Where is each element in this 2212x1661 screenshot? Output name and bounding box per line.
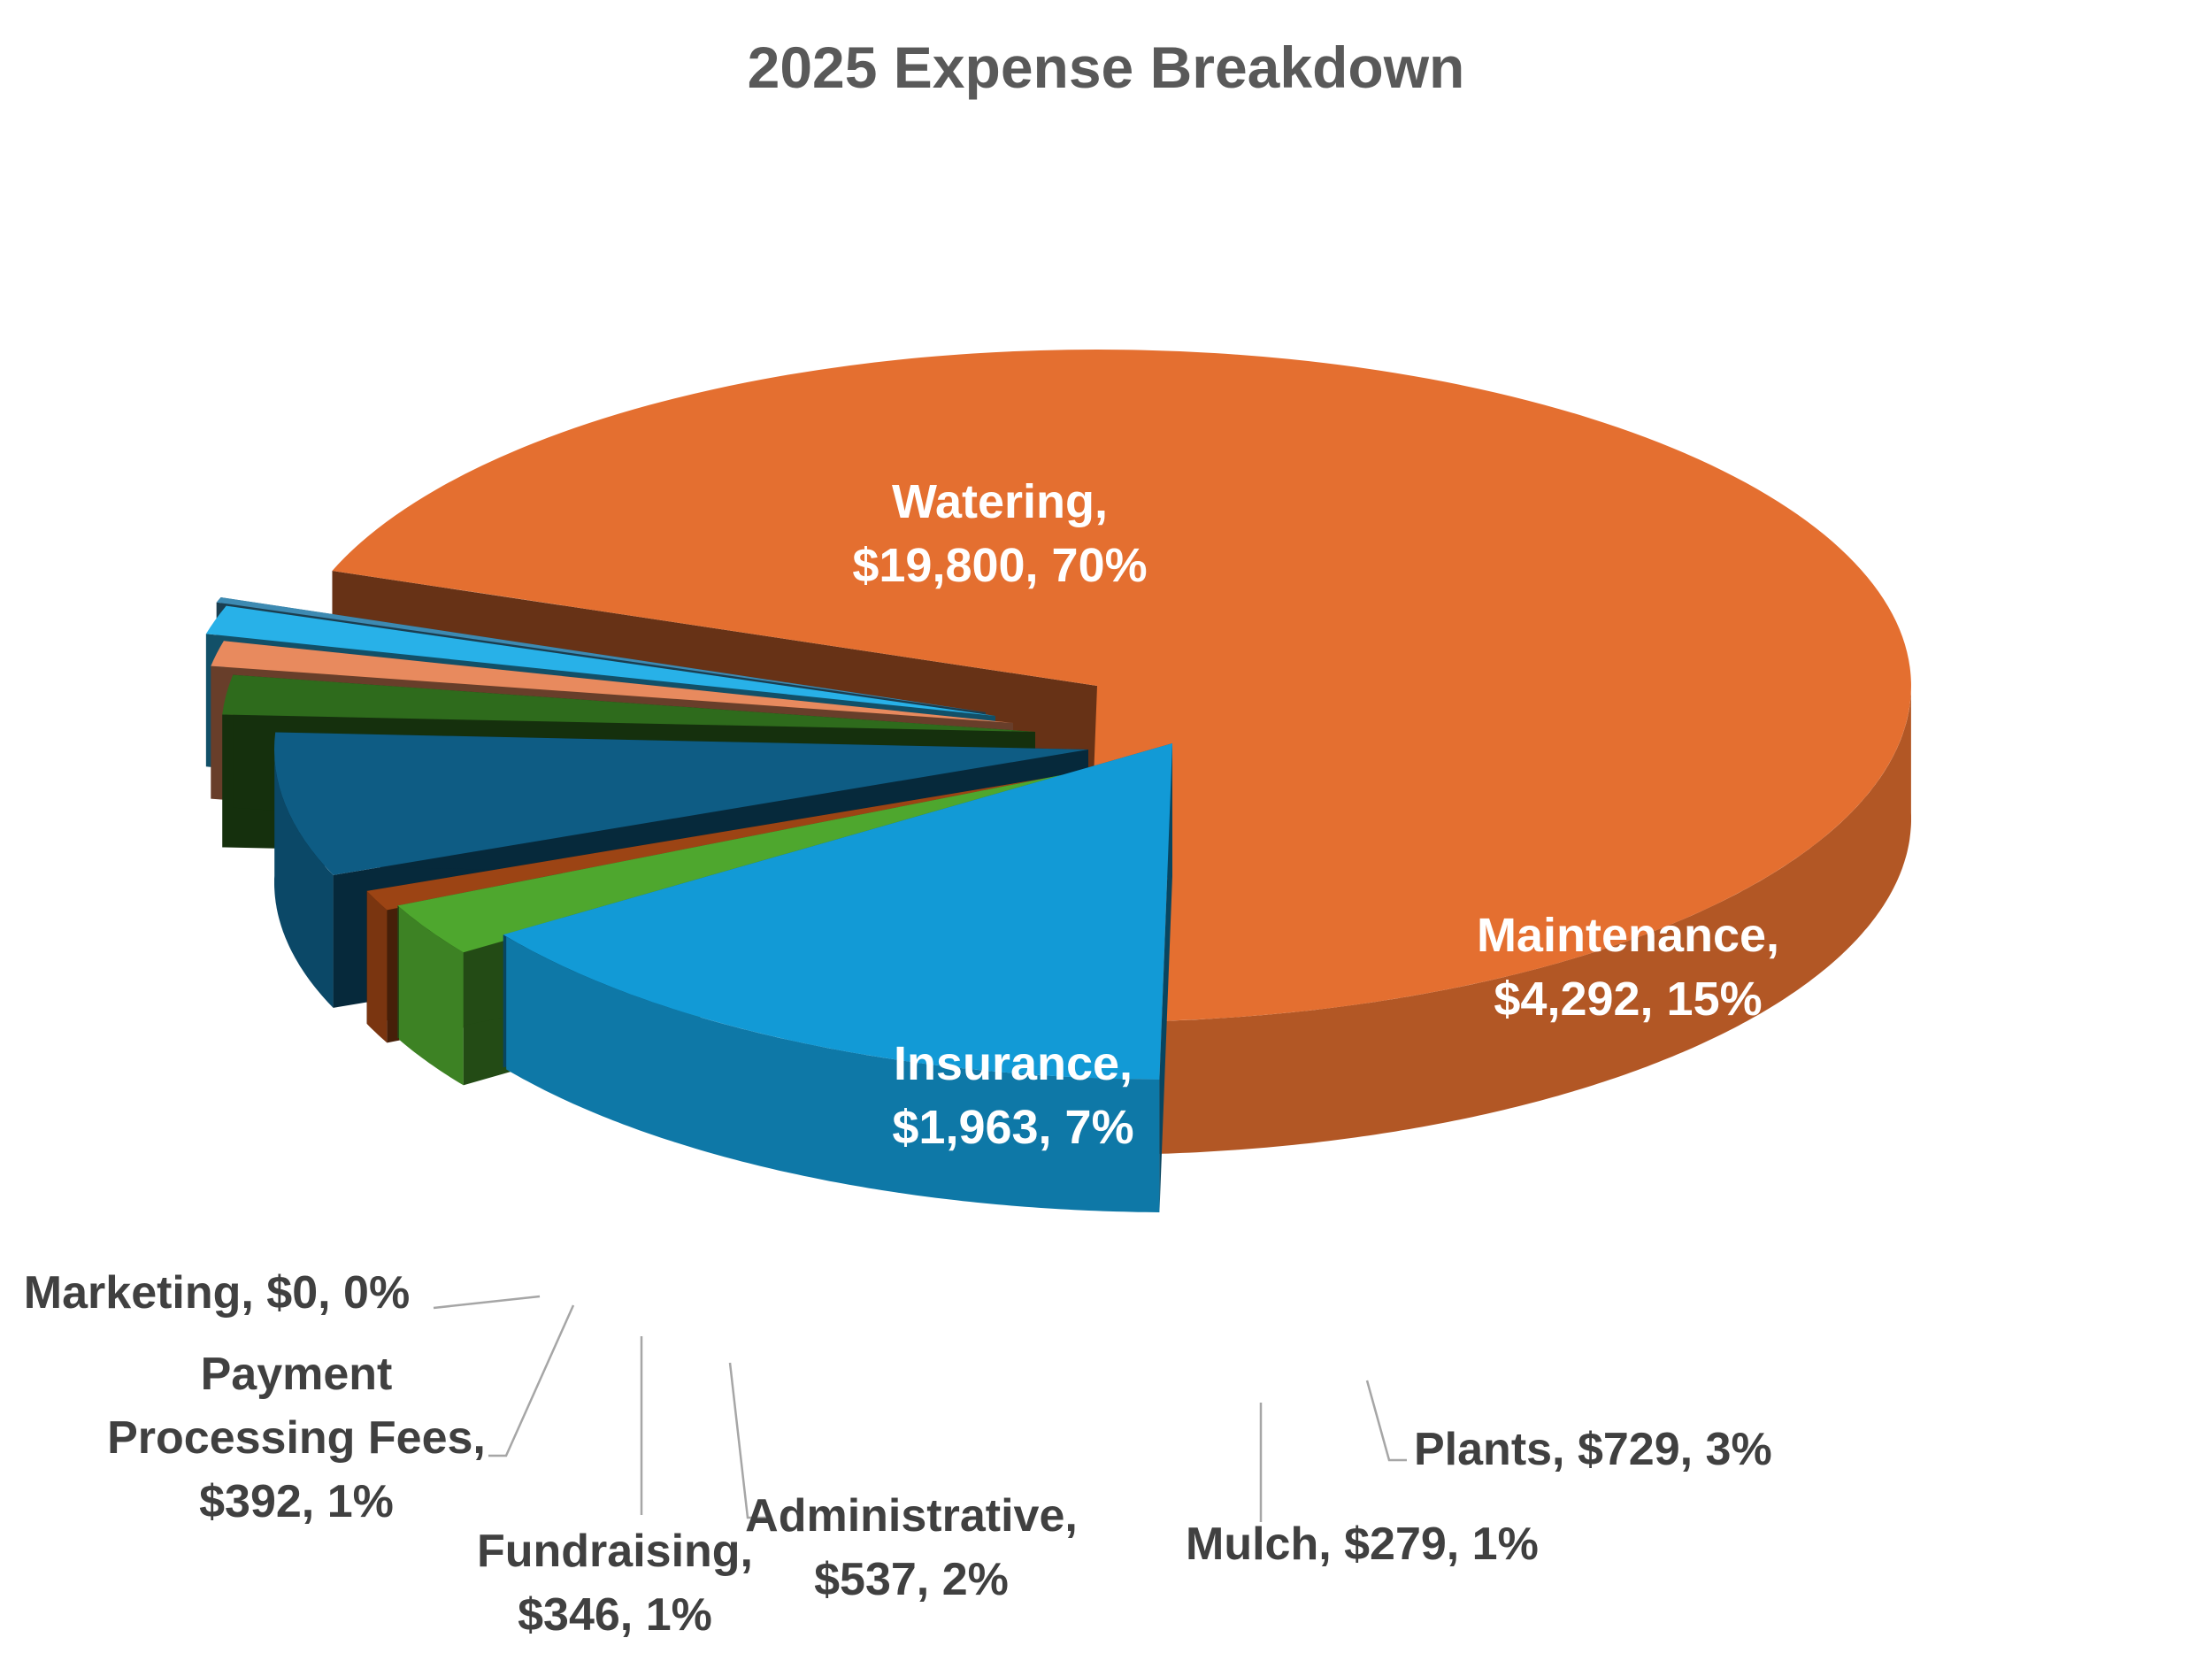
data-label-insurance: Insurance, $1,963, 7% [892,1037,1133,1154]
data-label-fundraising: Fundraising, $346, 1% [477,1526,753,1641]
slice-outer-wall [506,936,1160,1212]
data-label-watering: Watering, $19,800, 70% [852,475,1147,592]
data-label-maintenance: Maintenance, $4,292, 15% [1477,909,1779,1026]
slice-top-face [205,605,995,716]
slice-outer-wall [1090,680,1911,1155]
data-label-plants: Plants, $729, 3% [1414,1424,1772,1475]
leader-line-marketing [433,1295,541,1310]
data-label-payment-processing-fees: Payment Processing Fees, $392, 1% [107,1349,486,1527]
leader-line-administrative [728,1362,770,1519]
data-label-administrative: Administrative, $537, 2% [745,1490,1078,1605]
slice-outer-wall [399,906,464,1086]
leader-line-payment-processing-fees [488,1304,575,1457]
leader-line-plants [1365,1380,1407,1462]
slice-outer-wall [366,891,388,1043]
chart-title: 2025 Expense Breakdown [747,35,1465,100]
data-label-mulch: Mulch, $279, 1% [1186,1519,1539,1570]
slice-top-face [222,674,1035,732]
data-label-marketing: Marketing, $0, 0% [24,1267,410,1319]
slice-top-face [216,597,986,712]
slice-maintenance [503,743,1172,1212]
slice-top-face [503,743,1172,1080]
slice-top-face [332,350,1911,1023]
slice-outer-wall [274,742,334,1008]
slice-top-face [273,732,1088,875]
slice-top-face [211,641,1014,723]
